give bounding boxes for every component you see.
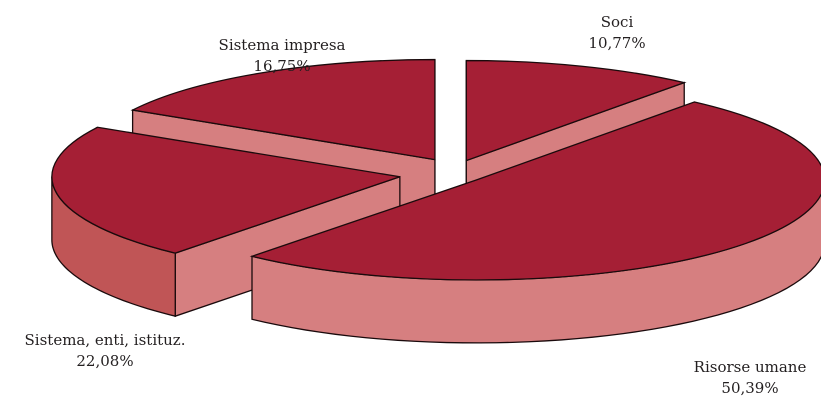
slice-risorse-umane	[249, 101, 821, 281]
slice-tops	[51, 58, 821, 281]
slice-label-sistema-impresa-value: 16,75%	[253, 57, 311, 75]
slice-sistema-impresa	[130, 58, 436, 161]
slice-label-soci: Soci 10,77%	[588, 12, 645, 54]
slice-sistema-enti	[51, 126, 401, 254]
slice-label-sistema-impresa: Sistema impresa 16,75%	[219, 35, 346, 77]
slice-label-risorse-umane: Risorse umane 50,39%	[694, 357, 807, 399]
slice-soci	[465, 59, 687, 162]
slice-label-sistema-enti-name: Sistema, enti, istituz.	[24, 331, 186, 349]
slice-label-sistema-enti-value: 22,08%	[76, 352, 134, 370]
slice-label-risorse-umane-value: 50,39%	[721, 379, 779, 397]
slice-label-sistema-enti: Sistema, enti, istituz. 22,08%	[25, 330, 186, 372]
slice-label-soci-name: Soci	[600, 13, 634, 31]
slice-label-risorse-umane-name: Risorse umane	[693, 358, 807, 376]
slice-label-soci-value: 10,77%	[588, 34, 646, 52]
slice-label-sistema-impresa-name: Sistema impresa	[218, 36, 346, 54]
